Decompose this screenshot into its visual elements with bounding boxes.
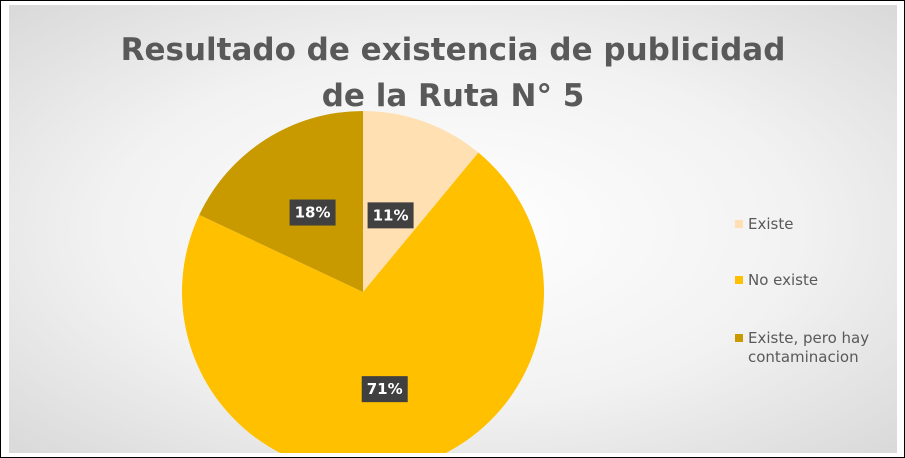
pie-chart: 11% 71% 18% [182,111,544,453]
data-label-box [289,199,336,226]
data-label-existe-contaminacion: 18% [289,199,336,226]
pie-slice-no-existe [182,152,544,453]
data-label-no-existe: 71% [361,376,408,403]
chart-title-line-1: Resultado de existencia de publicidad [120,32,786,68]
legend-label-existe: Existe [748,215,794,233]
data-label-text: 18% [295,204,331,222]
legend-swatch-no-existe [735,276,743,284]
pie-slice-existe [363,111,479,292]
data-label-text: 11% [373,206,409,224]
data-label-existe: 11% [367,202,414,229]
legend-swatch-existe-contaminacion [735,334,743,342]
data-label-text: 71% [367,380,403,398]
chart-title-line-2: de la Ruta N° 5 [321,78,585,114]
legend-item-no-existe: No existe [735,271,896,290]
pie-slices [182,111,544,453]
pie-data-labels: 11% 71% 18% [289,199,414,403]
chart-title: Resultado de existencia de publicidad de… [9,27,897,119]
legend-label-existe-contaminacion: Existe, pero hay contaminacion [748,329,870,366]
pie-slice-existe-contaminacion [199,111,363,292]
legend-item-existe: Existe [735,215,896,234]
chart-area: Resultado de existencia de publicidad de… [9,5,897,453]
data-label-box [367,202,414,229]
data-label-box [361,376,408,403]
legend-swatch-existe [735,220,743,228]
legend-item-existe-contaminacion: Existe, pero hay contaminacion [735,329,896,367]
legend-label-no-existe: No existe [748,271,819,289]
